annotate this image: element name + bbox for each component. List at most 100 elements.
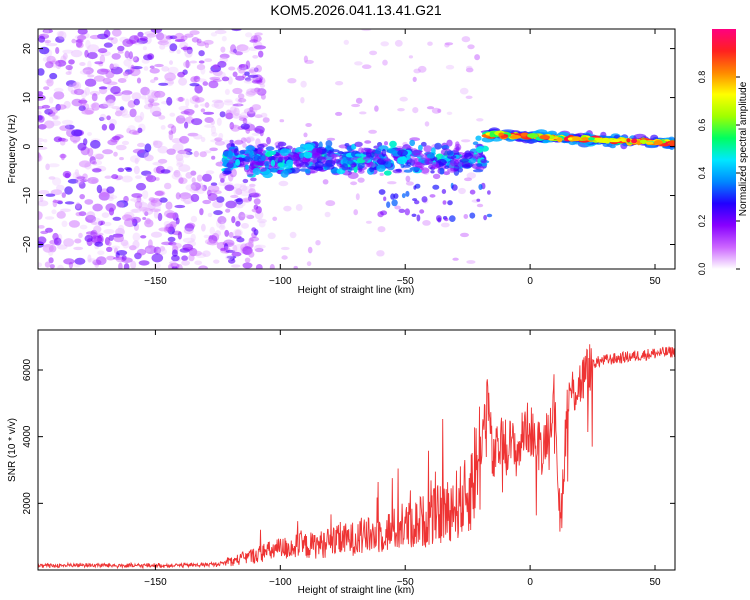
spectrogram-cell bbox=[403, 169, 413, 173]
spectrogram-cell bbox=[210, 125, 217, 135]
spectrogram-cell bbox=[255, 65, 262, 73]
spectrogram-cell bbox=[395, 168, 402, 172]
spectrogram-cell bbox=[147, 95, 159, 102]
spectrogram-cell bbox=[250, 88, 263, 94]
spectrogram-cell bbox=[38, 154, 43, 162]
spectrogram-cell bbox=[200, 136, 206, 143]
spectrogram-cell bbox=[289, 167, 301, 174]
spectrogram-cell bbox=[123, 71, 129, 80]
spectrogram-cell bbox=[242, 246, 253, 256]
spectrogram-cell bbox=[626, 138, 631, 143]
spectrogram-cell bbox=[78, 232, 83, 239]
spectrogram-cell bbox=[366, 161, 376, 168]
spectrogram-cell bbox=[107, 139, 118, 146]
spectrogram-cell bbox=[245, 60, 251, 70]
spectrogram-cell bbox=[93, 75, 105, 82]
spectrogram-cell bbox=[211, 99, 224, 104]
spectrogram-cell bbox=[213, 210, 223, 216]
spectrogram-cell bbox=[95, 232, 104, 236]
spectrogram-cell bbox=[63, 258, 75, 265]
spectrogram-cell bbox=[73, 246, 84, 251]
spectrogram-cell bbox=[128, 51, 133, 60]
spectrogram-cell bbox=[38, 262, 43, 268]
spectrogram-cell bbox=[383, 157, 391, 162]
spectrogram-cell bbox=[362, 156, 371, 161]
spectrogram-cell bbox=[235, 197, 244, 205]
spectrogram-cell bbox=[212, 63, 219, 70]
spectrogram-cell bbox=[244, 257, 251, 263]
spectrogram-cell bbox=[469, 212, 476, 219]
spectrogram-cell bbox=[169, 60, 173, 65]
spectrogram-cell bbox=[42, 56, 51, 63]
spectrogram-cell bbox=[91, 178, 98, 184]
spectrogram-cell bbox=[195, 252, 207, 258]
spectrogram-cell bbox=[178, 96, 184, 102]
spectrogram-cell bbox=[176, 158, 184, 166]
spectrogram-cell bbox=[49, 107, 59, 115]
spectrogram-cell bbox=[413, 68, 422, 74]
spectrogram-cell bbox=[201, 184, 207, 192]
snr-y-axis-label: SNR (10 * v/v) bbox=[7, 418, 18, 482]
spectrogram-cell bbox=[233, 48, 237, 54]
spectrogram-y-axis-label: Frequency (Hz) bbox=[7, 115, 18, 184]
spectrogram-cell bbox=[79, 69, 92, 75]
spectrogram-cell bbox=[171, 242, 182, 249]
spectrogram-cell bbox=[241, 222, 249, 229]
spectrogram-cell bbox=[64, 201, 75, 205]
spectrogram-cell bbox=[214, 230, 221, 237]
spectrogram-cell bbox=[112, 216, 122, 221]
spectrogram-cell bbox=[250, 177, 257, 182]
colorbar-ticks: 0.0 0.2 0.4 0.6 0.8 bbox=[697, 71, 740, 275]
spectrogram-cell bbox=[176, 97, 185, 102]
spectrogram-cell bbox=[43, 138, 48, 143]
spectrogram-cell bbox=[419, 209, 425, 214]
spectrogram-cell bbox=[107, 102, 112, 106]
spectrogram-cell bbox=[397, 108, 405, 112]
spectrogram-cell bbox=[87, 74, 95, 78]
spectrogram-cell bbox=[124, 50, 130, 59]
spectrogram-cell bbox=[180, 35, 188, 41]
spectrogram-cell bbox=[142, 46, 147, 51]
spectrogram-cell bbox=[377, 142, 383, 147]
spectrogram-cell bbox=[299, 161, 309, 168]
spectrogram-cell bbox=[121, 175, 133, 183]
spectrogram-cell bbox=[296, 163, 302, 169]
spectrogram-cell bbox=[668, 140, 675, 146]
spectrogram-cell bbox=[361, 64, 372, 69]
spectrogram-cell bbox=[45, 61, 54, 69]
spectrogram-cell bbox=[130, 198, 141, 202]
spectrogram-cell bbox=[416, 214, 421, 222]
spectrogram-cell bbox=[178, 164, 191, 172]
spectrogram-cell bbox=[154, 190, 164, 196]
spectrogram-cell bbox=[131, 92, 142, 101]
colorbar-scale bbox=[712, 29, 736, 269]
spectrogram-cell bbox=[235, 188, 243, 196]
spectrogram-cell bbox=[140, 95, 147, 100]
spectrogram-cell bbox=[203, 39, 214, 45]
spectrogram-cell bbox=[107, 99, 116, 107]
spectrogram-cell bbox=[61, 119, 74, 125]
spectrogram-cell bbox=[459, 158, 469, 163]
spectrogram-cell bbox=[182, 237, 195, 243]
spectrogram-cell bbox=[192, 95, 200, 102]
spectrogram-cell bbox=[44, 108, 53, 115]
spectrogram-x-tick-label: −100 bbox=[269, 276, 292, 287]
spectrogram-cell bbox=[149, 68, 160, 74]
spectrogram-cell bbox=[159, 197, 168, 203]
spectrogram-cell bbox=[38, 225, 45, 229]
spectrogram-cell bbox=[123, 211, 135, 220]
spectrogram-cell bbox=[98, 86, 108, 90]
spectrogram-cell bbox=[476, 203, 484, 208]
snr-x-tick-label: 50 bbox=[649, 577, 661, 588]
spectrogram-cell bbox=[214, 190, 222, 195]
spectrogram-cell bbox=[185, 59, 190, 69]
spectrogram-cell bbox=[202, 250, 211, 257]
spectrogram-y-tick-label: 20 bbox=[22, 43, 33, 55]
spectrogram-cell bbox=[145, 217, 151, 225]
spectrogram-x-tick-label: 0 bbox=[527, 276, 533, 287]
spectrogram-cell bbox=[223, 100, 234, 106]
spectrogram-cell bbox=[249, 39, 258, 43]
spectrogram-cell bbox=[222, 170, 232, 175]
spectrogram-cell bbox=[64, 186, 73, 195]
spectrogram-cell bbox=[258, 50, 264, 58]
